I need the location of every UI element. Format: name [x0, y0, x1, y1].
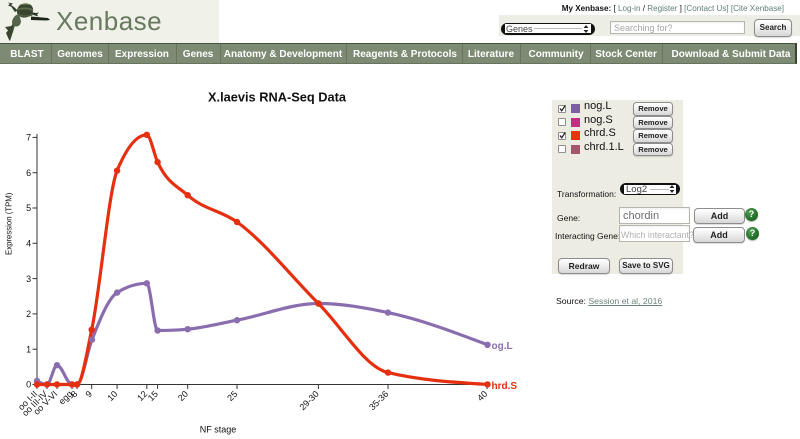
svg-text:hrd.S: hrd.S [492, 381, 518, 392]
svg-text:0: 0 [26, 380, 31, 390]
svg-text:35-36: 35-36 [367, 389, 390, 412]
svg-text:29-30: 29-30 [297, 389, 320, 412]
svg-text:1: 1 [26, 344, 31, 354]
svg-text:25: 25 [225, 389, 239, 403]
svg-text:X.laevis RNA-Seq Data: X.laevis RNA-Seq Data [208, 90, 347, 105]
svg-text:Expression (TPM): Expression (TPM) [5, 192, 14, 255]
svg-text:15: 15 [146, 389, 160, 403]
svg-text:7: 7 [26, 133, 31, 143]
svg-text:9: 9 [83, 389, 94, 400]
svg-text:8: 8 [69, 389, 80, 400]
svg-text:4: 4 [26, 239, 31, 249]
svg-text:og.L: og.L [492, 341, 513, 352]
svg-text:10: 10 [105, 389, 119, 403]
svg-text:20: 20 [176, 389, 190, 403]
svg-text:2: 2 [26, 309, 31, 319]
svg-text:5: 5 [26, 203, 31, 213]
svg-text:3: 3 [26, 274, 31, 284]
svg-text:6: 6 [26, 168, 31, 178]
svg-text:40: 40 [475, 389, 489, 403]
svg-text:NF stage: NF stage [200, 425, 237, 435]
